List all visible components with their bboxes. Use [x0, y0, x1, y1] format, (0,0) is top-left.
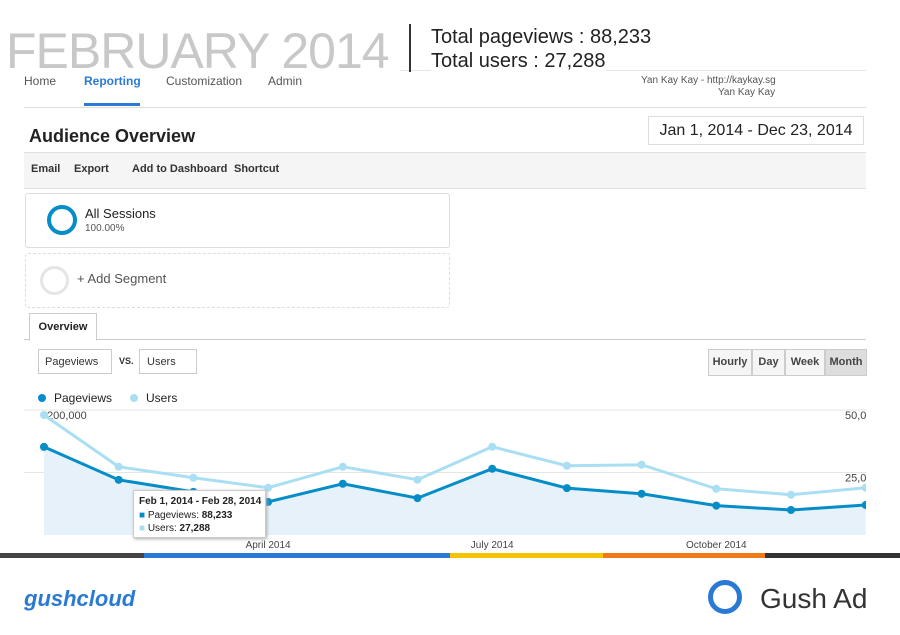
toolbar-item[interactable]: Shortcut [234, 163, 280, 175]
tooltip-name: Users: [147, 523, 177, 534]
point [787, 506, 795, 514]
date-range[interactable]: Jan 1, 2014 - Dec 23, 2014 [648, 116, 864, 145]
segment-card[interactable] [25, 193, 450, 248]
segment-share: 100.00% [85, 223, 125, 234]
tooltip-line: ■ Pageviews: 88,233 [139, 510, 233, 521]
period-button[interactable]: Month [825, 349, 867, 376]
legend-swatch [38, 394, 46, 402]
toolbar-item[interactable]: Export [74, 163, 109, 175]
legend: Pageviews Users [38, 391, 177, 405]
toolbar-item[interactable]: Email [31, 163, 61, 175]
x-tick-label: October 2014 [686, 540, 747, 551]
segment-ring [40, 266, 69, 295]
point [712, 484, 721, 493]
color-band [0, 553, 900, 558]
period-button[interactable]: Week [785, 349, 825, 376]
point [114, 475, 123, 484]
segment-ring [47, 205, 77, 235]
add-segment[interactable]: + Add Segment [77, 271, 167, 286]
stat: Total pageviews : 88,233 [431, 26, 652, 49]
nav-underline [84, 103, 140, 106]
metric-select[interactable]: Pageviews [38, 349, 112, 374]
point [114, 462, 123, 471]
toolbar [24, 152, 866, 189]
legend-label: Pageviews [54, 391, 112, 405]
point [189, 473, 198, 482]
nav-item[interactable]: Home [24, 74, 57, 88]
point [861, 483, 866, 492]
stat: Total users : 27,288 [431, 50, 606, 73]
y2-tick-label: 25,000 [845, 473, 866, 485]
add-segment-card[interactable] [25, 253, 450, 308]
screenshot [24, 70, 866, 541]
y-tick-label: 200,000 [47, 410, 87, 422]
title-bg [0, 20, 400, 75]
point [264, 497, 273, 506]
divider [409, 24, 411, 72]
tab-line [24, 339, 866, 340]
compare-select[interactable]: Users [139, 349, 197, 374]
tab[interactable]: Overview [29, 313, 97, 341]
nav-item[interactable]: Customization [166, 74, 243, 88]
point [338, 462, 347, 471]
point [861, 501, 866, 509]
x-tick-label: July 2014 [471, 540, 514, 551]
period-button[interactable]: Hourly [708, 349, 752, 376]
point [637, 460, 646, 469]
line [43, 445, 866, 512]
point [413, 475, 422, 484]
point [40, 411, 48, 419]
report-title: Audience Overview [29, 126, 196, 146]
point [488, 464, 497, 473]
period-button[interactable]: Day [752, 349, 785, 376]
user: Yan Kay Kay [718, 87, 776, 98]
point [338, 479, 347, 488]
tooltip-value: 27,288 [179, 523, 211, 534]
point [712, 501, 721, 510]
slide-title: FEBRUARY 2014 [6, 23, 390, 79]
brand-left: gushcloud [24, 586, 136, 611]
point [562, 461, 571, 470]
brand-icon [708, 580, 742, 614]
account[interactable]: Yan Kay Kay - http://kaykay.sg [641, 75, 776, 86]
brand-right: Gush Ad [760, 583, 868, 614]
tooltip: Feb 1, 2014 - Feb 28, 2014 ■ Pageviews: … [133, 490, 266, 538]
vs: VS. [119, 356, 134, 366]
line [43, 413, 866, 497]
tooltip-line: ■ Users: 27,288 [139, 523, 211, 534]
tooltip-name: Pageviews: [147, 510, 199, 521]
toolbar-item[interactable]: Add to Dashboard [132, 163, 228, 175]
legend-swatch [130, 394, 138, 402]
segment-name: All Sessions [85, 206, 156, 221]
legend-label: Users [146, 391, 177, 405]
x-tick-label: April 2014 [246, 540, 291, 551]
point [488, 442, 497, 451]
tooltip-value: 88,233 [201, 510, 233, 521]
tooltip-title: Feb 1, 2014 - Feb 28, 2014 [139, 496, 262, 507]
point [264, 483, 273, 492]
y2-tick-label: 50,000 [845, 410, 866, 422]
nav-item[interactable]: Admin [268, 74, 303, 88]
point [637, 489, 646, 498]
point [413, 494, 422, 503]
nav-bar [24, 70, 866, 108]
point [40, 442, 48, 451]
nav-item[interactable]: Reporting [84, 74, 141, 88]
point [562, 484, 571, 493]
point [787, 490, 795, 499]
